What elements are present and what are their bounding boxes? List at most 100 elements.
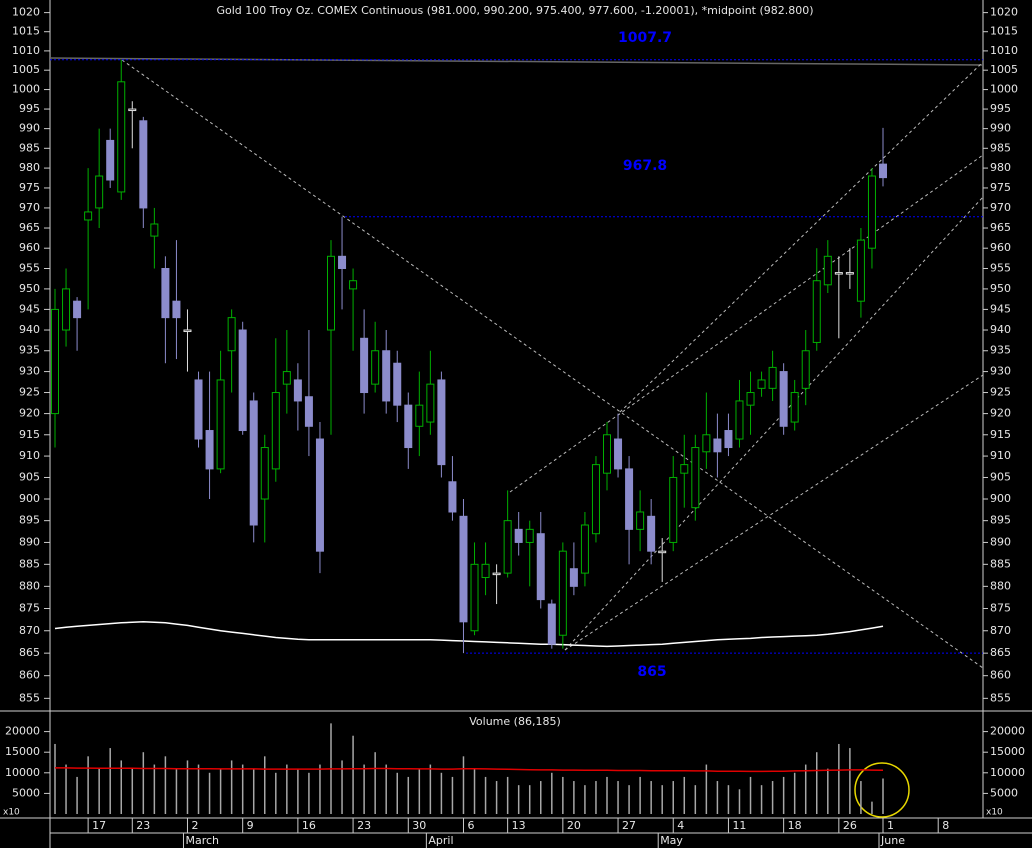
x-tick-label: 6 xyxy=(467,819,474,832)
candle-body xyxy=(260,447,269,500)
candle-body xyxy=(724,430,733,449)
candle-body xyxy=(360,337,369,394)
candle-body xyxy=(625,468,634,530)
month-label: April xyxy=(428,834,453,847)
y-tick-label: 905 xyxy=(990,470,1011,483)
trendline xyxy=(564,196,984,651)
candle-body xyxy=(514,528,523,543)
y-tick-label: 865 xyxy=(990,646,1011,659)
x-tick-label: 18 xyxy=(788,819,802,832)
candle-body xyxy=(293,379,302,402)
candle-body xyxy=(249,400,258,526)
candle-body xyxy=(139,120,148,209)
y-tick-label: 1015 xyxy=(990,25,1018,38)
candle-body xyxy=(327,255,335,331)
x-tick-label: 4 xyxy=(677,819,684,832)
y-tick-label: 920 xyxy=(990,407,1011,420)
y-tick-label: 855 xyxy=(990,691,1011,704)
candle-body xyxy=(492,572,501,576)
volume-average xyxy=(55,767,884,773)
candle-body xyxy=(338,255,347,269)
y-tick-label: 970 xyxy=(19,201,40,214)
candle-body xyxy=(702,434,711,453)
candle-body xyxy=(614,438,623,470)
candle-body xyxy=(845,272,854,275)
candle-body xyxy=(603,434,611,474)
y-tick-label: 975 xyxy=(990,181,1011,194)
x-tick-label: 17 xyxy=(92,819,106,832)
y-tick-label: 930 xyxy=(19,365,40,378)
y-tick-label: 985 xyxy=(19,141,40,154)
candle-body xyxy=(735,400,744,440)
y-tick-label: 875 xyxy=(990,601,1011,614)
y-tick-label: 925 xyxy=(19,386,40,399)
y-tick-label: 970 xyxy=(990,201,1011,214)
candle-body xyxy=(768,366,777,389)
candle-body xyxy=(393,362,402,406)
y-tick-label: 955 xyxy=(19,261,40,274)
y-tick-label: 980 xyxy=(19,161,40,174)
y-tick-label: 895 xyxy=(990,514,1011,527)
candle-body xyxy=(73,300,82,319)
y-tick-label: 15000 xyxy=(5,745,40,758)
y-tick-label: 975 xyxy=(19,181,40,194)
y-tick-label: 5000 xyxy=(12,786,40,799)
y-tick-label: 1010 xyxy=(12,44,40,57)
candle-body xyxy=(470,563,479,632)
candle-body xyxy=(536,533,545,601)
y-tick-label: 985 xyxy=(990,141,1011,154)
y-tick-label: 1010 xyxy=(990,44,1018,57)
y-tick-label: 10000 xyxy=(990,766,1025,779)
candle-body xyxy=(415,404,424,427)
y-tick-label: 955 xyxy=(990,261,1011,274)
x-tick-label: 16 xyxy=(302,819,316,832)
y-tick-label: 1000 xyxy=(12,83,40,96)
x-tick-label: 13 xyxy=(512,819,526,832)
y-tick-label: 885 xyxy=(990,557,1011,570)
y-tick-label: 20000 xyxy=(5,725,40,738)
trendline xyxy=(619,61,984,413)
y-tick-label: 990 xyxy=(19,122,40,135)
y-tick-label: 890 xyxy=(990,535,1011,548)
x-tick-label: 1 xyxy=(887,819,894,832)
x-tick-label: 23 xyxy=(136,819,150,832)
y-tick-label: 1020 xyxy=(990,6,1018,19)
candle-body xyxy=(746,392,755,406)
candle-body xyxy=(117,81,126,193)
candle-body xyxy=(525,528,534,543)
candle-body xyxy=(282,371,291,385)
y-tick-label: 950 xyxy=(990,282,1011,295)
y-tick-label: 945 xyxy=(990,302,1011,315)
y-tick-label: 980 xyxy=(990,161,1011,174)
y-tick-label: 20000 xyxy=(990,725,1025,738)
candle-body xyxy=(51,308,59,415)
y-tick-label: 870 xyxy=(19,624,40,637)
candle-body xyxy=(658,550,667,554)
candle-body xyxy=(315,438,324,552)
x-tick-label: 9 xyxy=(247,819,254,832)
y-tick-label: 935 xyxy=(19,344,40,357)
resistance-line xyxy=(49,57,984,66)
candle-body xyxy=(790,392,799,423)
x-tick-label: 2 xyxy=(191,819,198,832)
y-tick-label: 960 xyxy=(19,241,40,254)
y-tick-label: 995 xyxy=(19,102,40,115)
candle-body xyxy=(95,175,104,209)
y-tick-label: 925 xyxy=(990,386,1011,399)
candle-body xyxy=(779,371,788,427)
y-tick-label: 5000 xyxy=(990,786,1018,799)
candle-body xyxy=(801,350,810,389)
candle-body xyxy=(349,280,358,290)
candle-body xyxy=(481,563,490,579)
candle-body xyxy=(205,430,214,470)
y-tick-label: 965 xyxy=(19,221,40,234)
candle-body xyxy=(591,464,600,535)
y-tick-label: 10000 xyxy=(5,766,40,779)
candle-body xyxy=(161,267,170,319)
y-tick-label: 885 xyxy=(19,557,40,570)
y-tick-label: 900 xyxy=(19,492,40,505)
candle-body xyxy=(106,139,115,181)
candle-body xyxy=(636,511,645,530)
candle-body xyxy=(448,481,457,513)
y-tick-label: 1015 xyxy=(12,25,40,38)
